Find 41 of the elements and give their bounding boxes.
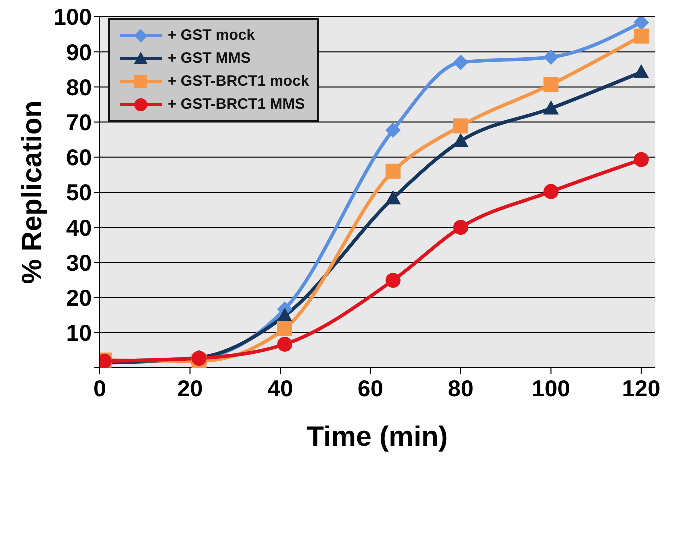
y-tick-label: 70: [66, 109, 92, 136]
point: [634, 152, 649, 168]
x-tick-label: 0: [94, 375, 106, 402]
legend-label: + GST mock: [168, 27, 256, 44]
point: [544, 101, 559, 115]
y-tick-label: 80: [66, 74, 92, 100]
point: [634, 17, 649, 30]
point: [453, 134, 468, 148]
y-tick-label: 40: [66, 214, 92, 241]
point: [634, 64, 649, 79]
point: [386, 190, 401, 205]
y-tick-label: 100: [54, 4, 92, 30]
y-tick-label: 90: [66, 39, 92, 66]
point: [386, 273, 401, 288]
legend-label: + GST-BRCT1 mock: [168, 73, 310, 90]
point: [544, 50, 559, 65]
y-tick-label: 50: [66, 180, 92, 206]
point: [453, 55, 468, 70]
x-tick-label: 120: [622, 375, 661, 402]
point: [386, 122, 401, 138]
x-tick-label: 40: [268, 375, 294, 402]
point: [453, 118, 468, 134]
y-tick-label: 10: [66, 320, 92, 346]
x-tick-label: 80: [448, 375, 474, 402]
y-axis-title: % Replication: [16, 100, 48, 284]
x-axis-title: Time (min): [306, 421, 448, 452]
x-tick-label: 60: [358, 375, 384, 402]
point: [386, 164, 401, 179]
y-tick-label: 20: [66, 284, 92, 311]
point: [634, 28, 649, 44]
legend-label: + GST MMS: [168, 50, 251, 67]
x-tick-label: 20: [177, 375, 204, 402]
point: [278, 336, 292, 352]
point: [544, 184, 559, 200]
y-tick-label: 60: [66, 144, 92, 171]
point: [278, 321, 292, 336]
y-tick-label: 30: [66, 250, 92, 276]
x-tick-label: 100: [532, 375, 570, 402]
point: [453, 220, 468, 236]
point: [544, 77, 559, 92]
legend-label: + GST-BRCT1 MMS: [168, 96, 306, 113]
